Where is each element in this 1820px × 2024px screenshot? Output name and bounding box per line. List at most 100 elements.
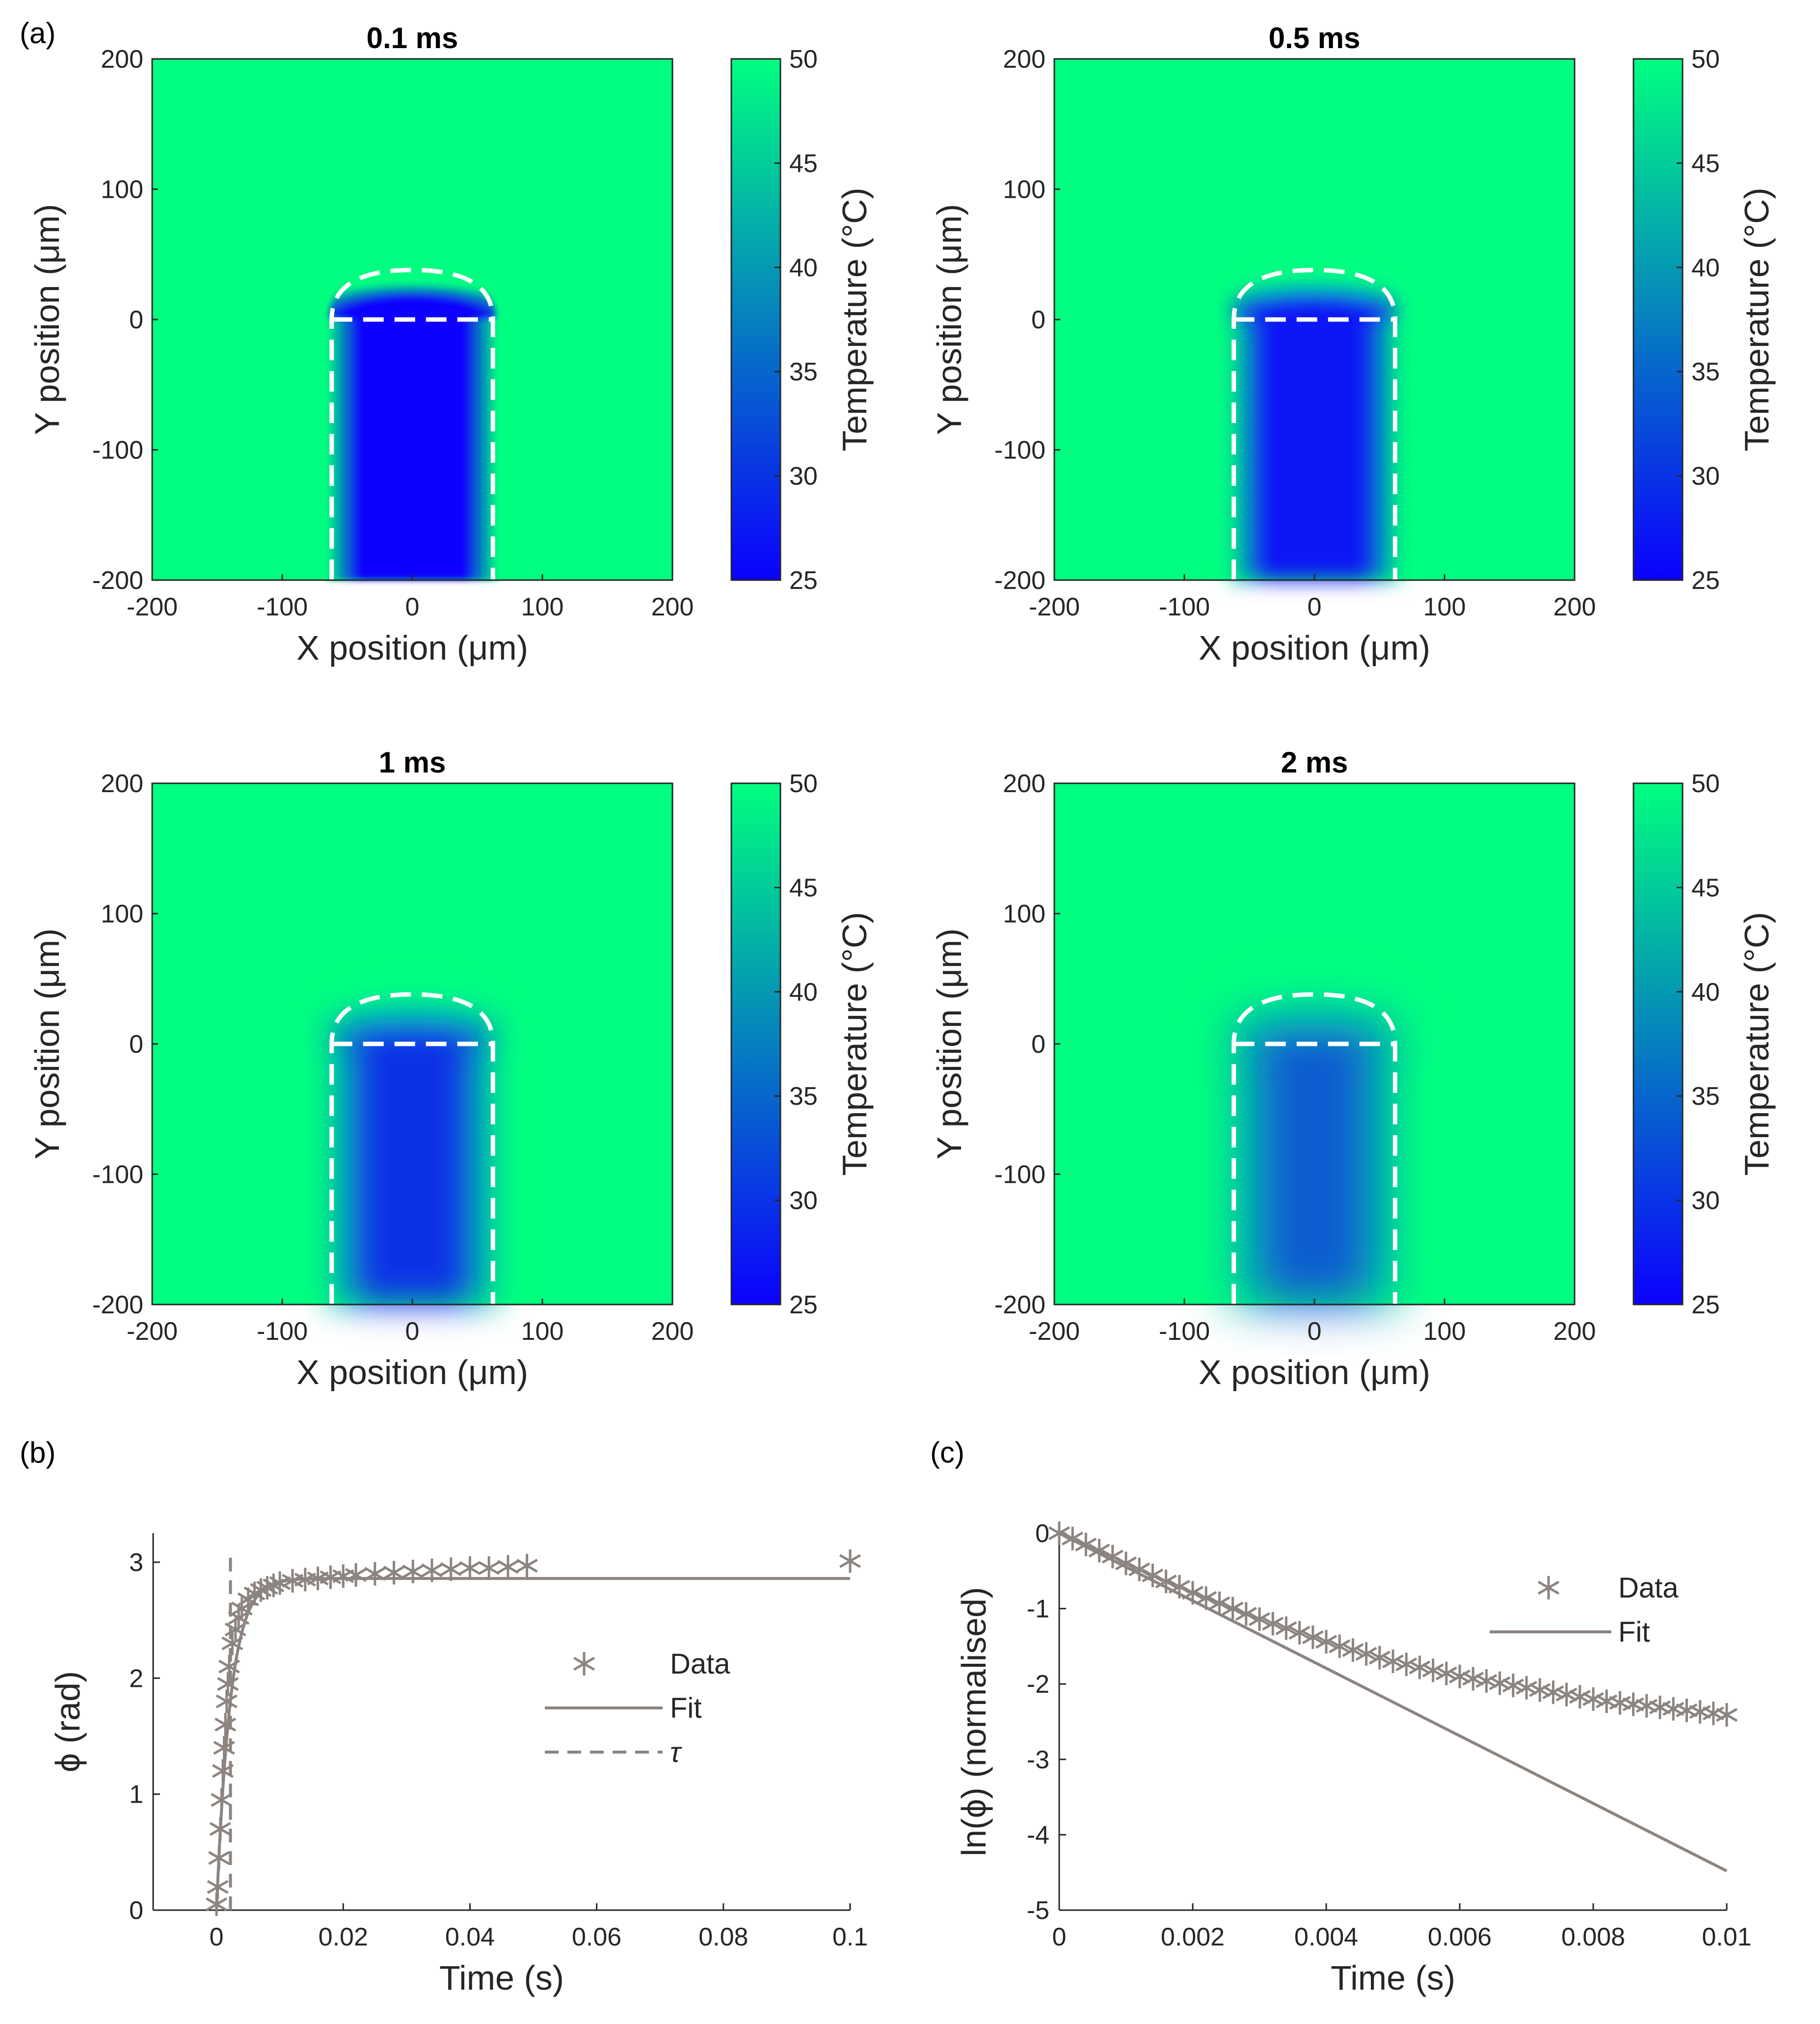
legend-fit-label: Fit xyxy=(1618,1616,1650,1648)
colorbar-tick-label: 50 xyxy=(789,770,818,798)
data-point xyxy=(1168,1575,1190,1599)
data-point xyxy=(1537,1576,1560,1599)
data-point xyxy=(269,1571,291,1595)
data-point xyxy=(1489,1671,1511,1695)
data-point xyxy=(211,1788,233,1812)
data-point xyxy=(206,1892,228,1917)
data-point xyxy=(1529,1678,1551,1702)
colorbar-tick-label: 45 xyxy=(1691,149,1720,178)
data-point xyxy=(1382,1650,1404,1674)
data-point xyxy=(1689,1700,1711,1724)
colorbar-tick-label: 45 xyxy=(789,149,818,178)
channel-cool-region xyxy=(1229,270,1400,580)
data-point xyxy=(1048,1521,1071,1545)
colorbar xyxy=(1633,58,1684,581)
y-tick-label: -2 xyxy=(1027,1670,1049,1699)
colorbar-tick-label: 25 xyxy=(789,1291,818,1319)
data-point xyxy=(1288,1621,1311,1645)
panel-label-c: (c) xyxy=(930,1436,964,1469)
data-point xyxy=(1222,1597,1244,1621)
channel-body xyxy=(326,320,498,580)
data-point xyxy=(1475,1669,1498,1693)
x-tick-label: 0 xyxy=(210,1923,224,1951)
x-tick-label: -100 xyxy=(1159,593,1210,621)
channel-outline xyxy=(329,992,495,1305)
y-tick-label: 2 xyxy=(129,1664,143,1693)
x-tick-label: 0.08 xyxy=(698,1923,748,1951)
data-point xyxy=(497,1555,519,1579)
data-point xyxy=(1662,1697,1685,1721)
y-tick-label: 200 xyxy=(1003,45,1045,74)
x-tick-label: 100 xyxy=(521,1317,564,1346)
x-tick-label: 200 xyxy=(651,1317,694,1346)
colorbar-tick-label: 40 xyxy=(1691,978,1720,1007)
x-axis-label: X position (μm) xyxy=(1199,629,1430,667)
x-axis-label: Time (s) xyxy=(439,1959,564,1997)
colorbar-tick-label: 50 xyxy=(1691,770,1720,798)
colorbar-tick-label: 45 xyxy=(1691,874,1720,902)
data-point xyxy=(1462,1667,1484,1691)
data-point xyxy=(1075,1533,1097,1557)
data-point xyxy=(1142,1564,1164,1588)
channel-outline xyxy=(1231,267,1397,580)
y-tick-label: -100 xyxy=(994,1161,1045,1189)
fit-line xyxy=(1058,1532,1728,1872)
y-tick-label: 0 xyxy=(129,1896,143,1925)
y-tick-label: 100 xyxy=(1003,176,1045,204)
colorbar-label: Temperature (°C) xyxy=(835,912,874,1176)
y-axis-label: ϕ (rad) xyxy=(49,1671,87,1772)
data-point xyxy=(1275,1616,1297,1640)
data-point xyxy=(1315,1630,1338,1654)
y-axis-label: Y position (μm) xyxy=(28,204,66,435)
data-point xyxy=(1128,1557,1151,1581)
colorbar xyxy=(1633,782,1684,1305)
channel-body xyxy=(1229,320,1400,580)
x-axis-label: Time (s) xyxy=(1331,1959,1455,1997)
data-point xyxy=(1635,1694,1658,1718)
x-tick-label: -200 xyxy=(1029,593,1080,621)
data-point xyxy=(1609,1691,1631,1715)
x-tick-label: 0 xyxy=(1308,593,1322,621)
y-tick-label: 200 xyxy=(101,45,143,74)
data-point xyxy=(573,1652,595,1676)
data-point xyxy=(1649,1695,1671,1719)
legend-fit-label: Fit xyxy=(670,1692,701,1724)
data-point xyxy=(212,1759,234,1783)
y-tick-label: 0 xyxy=(129,306,143,334)
data-point xyxy=(1088,1539,1110,1563)
data-point xyxy=(516,1554,538,1578)
data-point xyxy=(1329,1634,1351,1658)
data-point xyxy=(224,1618,246,1642)
data-point xyxy=(1115,1551,1137,1575)
x-tick-label: -100 xyxy=(1159,1317,1210,1346)
data-point xyxy=(1395,1652,1418,1677)
colorbar-tick-label: 30 xyxy=(1691,1187,1720,1215)
y-tick-label: -200 xyxy=(994,1291,1045,1319)
data-point xyxy=(1542,1680,1564,1704)
x-tick-label: 0.06 xyxy=(572,1923,621,1951)
colorbar-tick-label: 35 xyxy=(789,358,818,386)
data-point xyxy=(1555,1682,1578,1706)
panel-title: 0.1 ms xyxy=(367,22,458,54)
y-tick-label: 100 xyxy=(1003,900,1045,929)
heatmap-panel-0p5ms: -200 -100 0 100 200 -200 -100 0 100 200 0.5 ms X po… xyxy=(930,22,1776,667)
data-point xyxy=(1715,1703,1738,1727)
legend-tau-label: τ xyxy=(670,1736,682,1768)
data-point xyxy=(209,1817,231,1841)
colorbar-label: Temperature (°C) xyxy=(835,187,874,452)
y-axis-label: Y position (μm) xyxy=(28,929,66,1160)
x-tick-label: 0 xyxy=(405,1317,420,1346)
data-point xyxy=(364,1562,386,1586)
y-tick-label: -200 xyxy=(994,566,1045,595)
x-tick-label: 0 xyxy=(1052,1923,1067,1951)
colorbar-tick-label: 35 xyxy=(1691,358,1720,386)
colorbar-tick-label: 35 xyxy=(789,1082,818,1111)
colorbar-tick-label: 40 xyxy=(789,254,818,282)
data-point xyxy=(1448,1664,1471,1688)
channel-outline xyxy=(329,267,495,580)
x-tick-label: 0.004 xyxy=(1294,1923,1358,1951)
data-point xyxy=(1181,1581,1204,1605)
data-point xyxy=(1355,1642,1377,1666)
panel-title: 2 ms xyxy=(1281,746,1348,779)
data-point xyxy=(1409,1655,1431,1679)
